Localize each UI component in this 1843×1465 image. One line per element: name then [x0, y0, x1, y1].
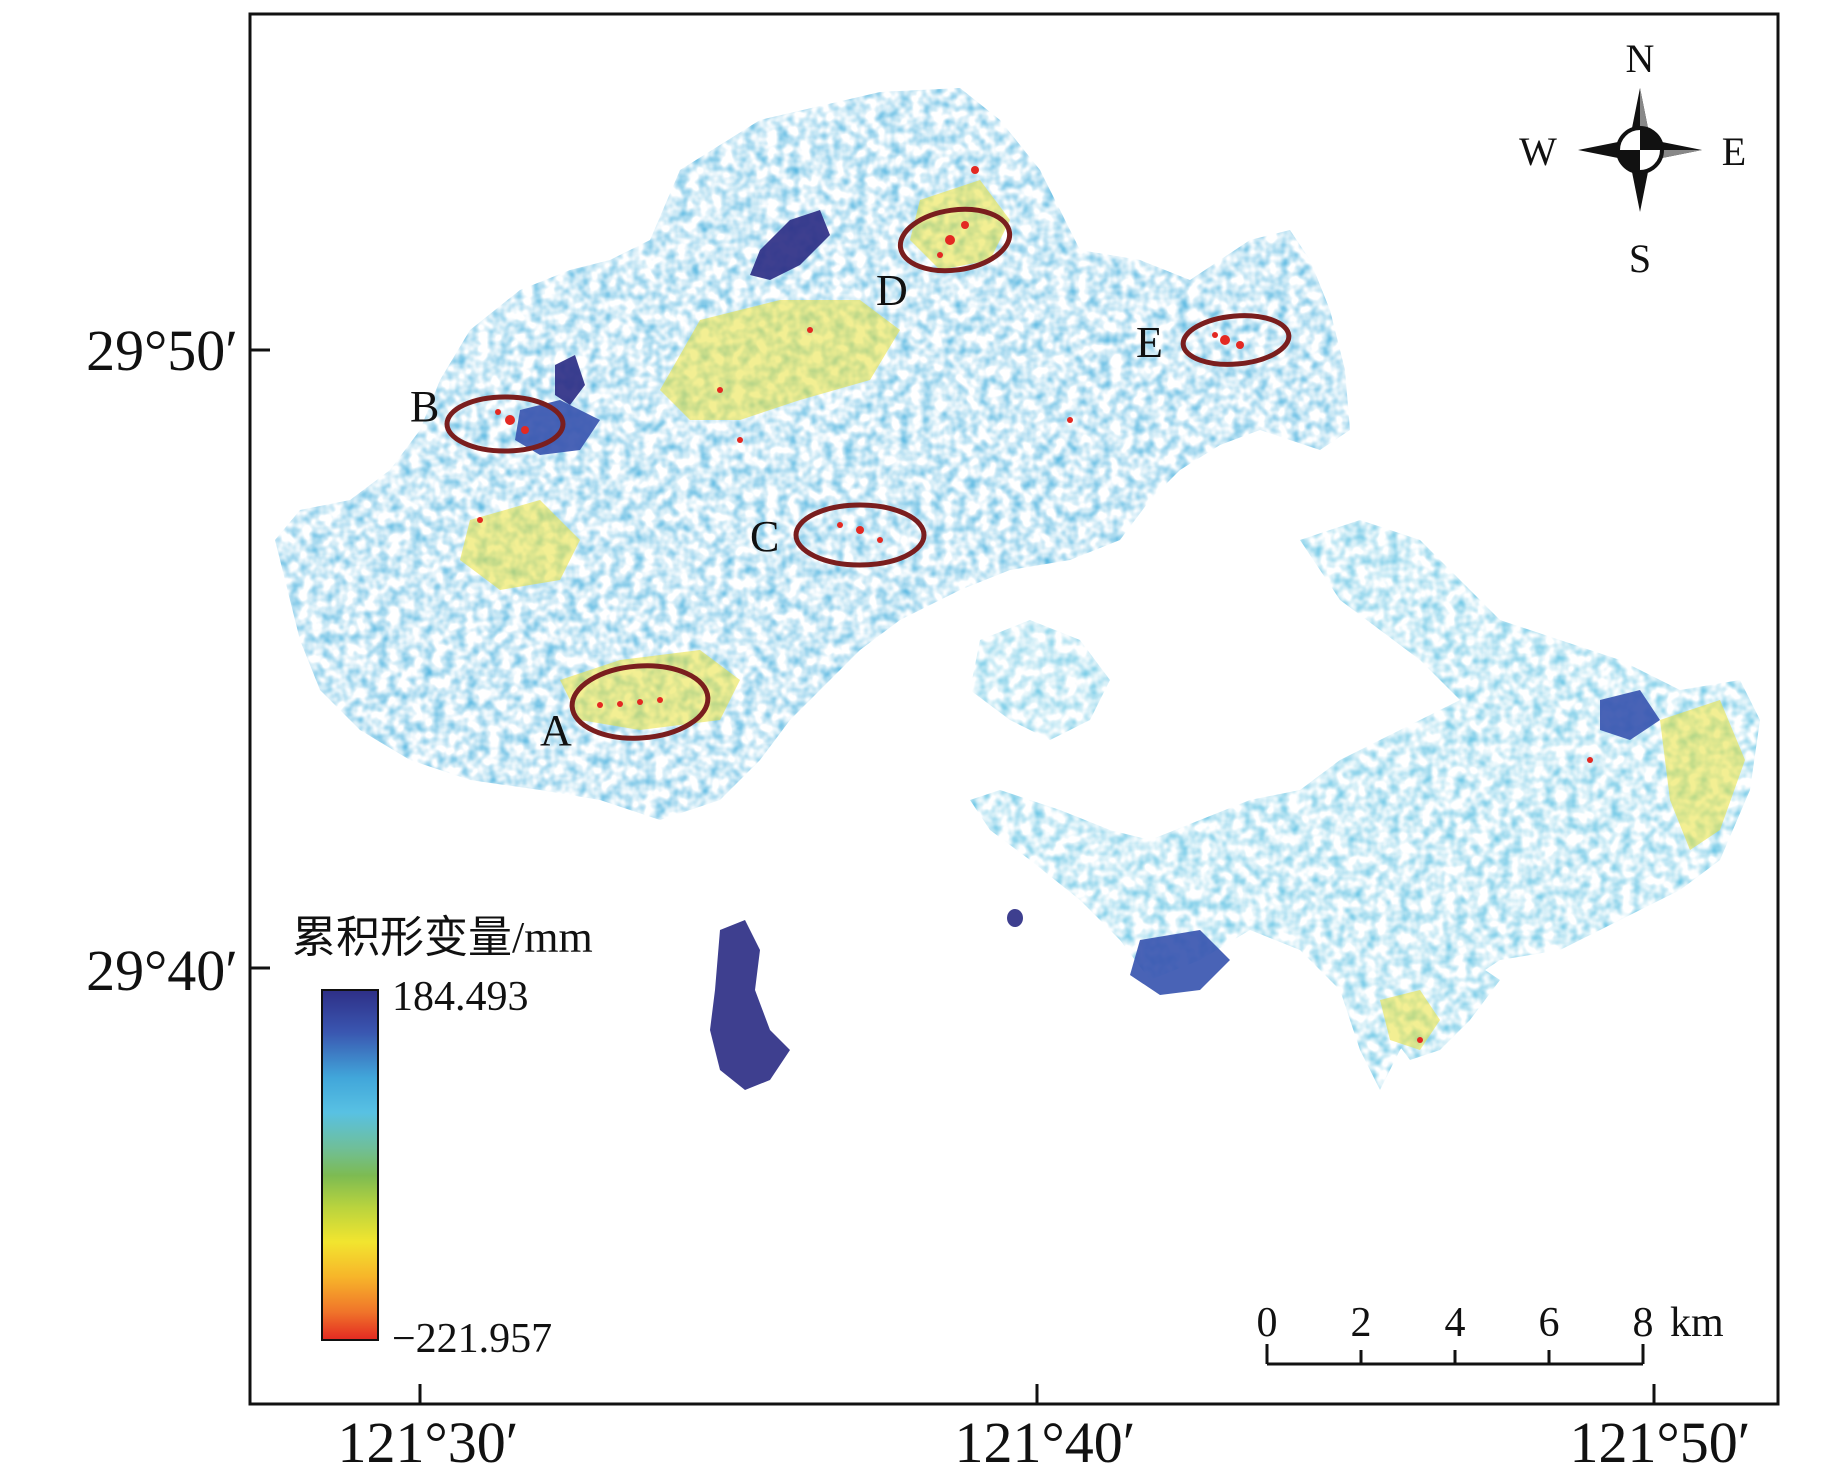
y-tick-label-1: 29°50′	[86, 318, 238, 383]
ellipse-d	[897, 206, 1013, 274]
strong-subsidence-points	[477, 166, 1593, 1043]
legend-title: 累积形变量/mm	[292, 913, 593, 962]
x-tick-label-2: 121°40′	[955, 1410, 1136, 1465]
ellipse-c	[793, 502, 927, 568]
scale-tick-0: 0	[1257, 1300, 1278, 1346]
axis-ticks	[250, 348, 1656, 1404]
x-tick-label-1: 121°30′	[338, 1410, 519, 1465]
compass-north: N	[1626, 36, 1655, 81]
legend-max-label: 184.493	[392, 974, 529, 1020]
ellipse-b	[444, 394, 566, 454]
region-label-e: E	[1136, 318, 1163, 367]
annotated-regions	[444, 206, 1292, 741]
scale-tick-6: 6	[1539, 1300, 1560, 1346]
compass-south: S	[1629, 236, 1651, 281]
scale-tick-2: 2	[1351, 1300, 1372, 1346]
region-label-c: C	[750, 512, 779, 561]
legend-min-label: −221.957	[392, 1316, 552, 1362]
scale-unit: km	[1670, 1300, 1724, 1346]
compass-rose: N S W E	[1519, 36, 1746, 281]
y-axis-labels: 29°50′ 29°40′	[86, 318, 238, 1003]
x-axis-labels: 121°30′ 121°40′ 121°50′	[338, 1410, 1751, 1465]
uplift-patches	[515, 210, 1660, 1090]
region-labels: A B C D E	[410, 266, 1163, 755]
compass-east: E	[1722, 129, 1746, 174]
region-label-a: A	[540, 706, 572, 755]
deformation-field	[275, 88, 1760, 1090]
region-label-b: B	[410, 382, 439, 431]
ellipse-a	[569, 663, 711, 741]
y-tick-label-2: 29°40′	[86, 938, 238, 1003]
north-arrow-icon	[1578, 88, 1702, 212]
region-label-d: D	[876, 266, 908, 315]
middle-strip	[970, 620, 1110, 740]
scale-bar: 0 2 4 6 8 km	[1257, 1300, 1724, 1366]
scale-tick-8: 8	[1633, 1300, 1654, 1346]
x-tick-label-3: 121°50′	[1570, 1410, 1751, 1465]
legend: 累积形变量/mm 184.493 −221.957	[292, 913, 593, 1362]
compass-west: W	[1519, 129, 1557, 174]
urban-region-main	[275, 88, 1350, 820]
legend-colorbar	[321, 989, 379, 1341]
scale-tick-4: 4	[1445, 1300, 1466, 1346]
ellipse-e	[1180, 313, 1292, 367]
